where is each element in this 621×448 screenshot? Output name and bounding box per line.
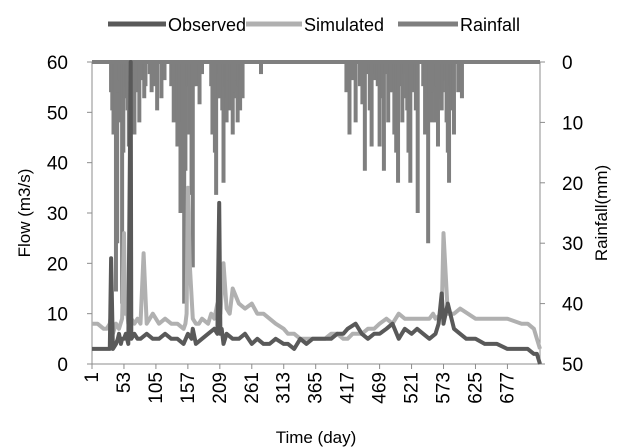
y2-tick-label: 30	[562, 234, 583, 255]
observed-series	[92, 60, 542, 365]
y2-tick-label: 0	[562, 53, 573, 74]
x-tick-label: 573	[434, 372, 455, 404]
x-tick-label: 1	[82, 372, 103, 383]
legend-label: Rainfall	[460, 15, 520, 35]
x-tick-label: 365	[306, 372, 327, 404]
y-tick-label: 10	[47, 305, 68, 326]
y-tick-label: 50	[47, 103, 68, 124]
legend-label: Simulated	[304, 15, 384, 35]
x-tick-label: 677	[497, 372, 518, 404]
y-axis-title: Flow (m3/s)	[15, 169, 34, 258]
rainfall-series	[109, 62, 464, 304]
x-tick-label: 313	[274, 372, 295, 404]
y-tick-label: 30	[47, 204, 68, 225]
y2-tick-label: 20	[562, 174, 583, 195]
y2-tick-label: 10	[562, 113, 583, 134]
simulated-series	[92, 185, 542, 350]
y2-tick-label: 40	[562, 295, 583, 316]
x-tick-label: 469	[370, 372, 391, 404]
x-tick-label: 105	[146, 372, 167, 404]
x-tick-label: 521	[402, 372, 423, 404]
y2-tick-label: 50	[562, 355, 583, 376]
y2-axis-title: Rainfall(mm)	[592, 165, 611, 261]
x-axis-title: Time (day)	[276, 428, 357, 447]
x-tick-label: 625	[465, 372, 486, 404]
x-tick-label: 157	[178, 372, 199, 404]
x-tick-label: 209	[210, 372, 231, 404]
x-tick-label: 53	[114, 372, 135, 393]
y-tick-label: 40	[47, 154, 68, 175]
y-tick-label: 0	[57, 355, 68, 376]
y-tick-label: 60	[47, 53, 68, 74]
x-tick-label: 261	[242, 372, 263, 404]
x-tick-label: 417	[338, 372, 359, 404]
y-tick-label: 20	[47, 254, 68, 275]
legend-label: Observed	[168, 15, 246, 35]
